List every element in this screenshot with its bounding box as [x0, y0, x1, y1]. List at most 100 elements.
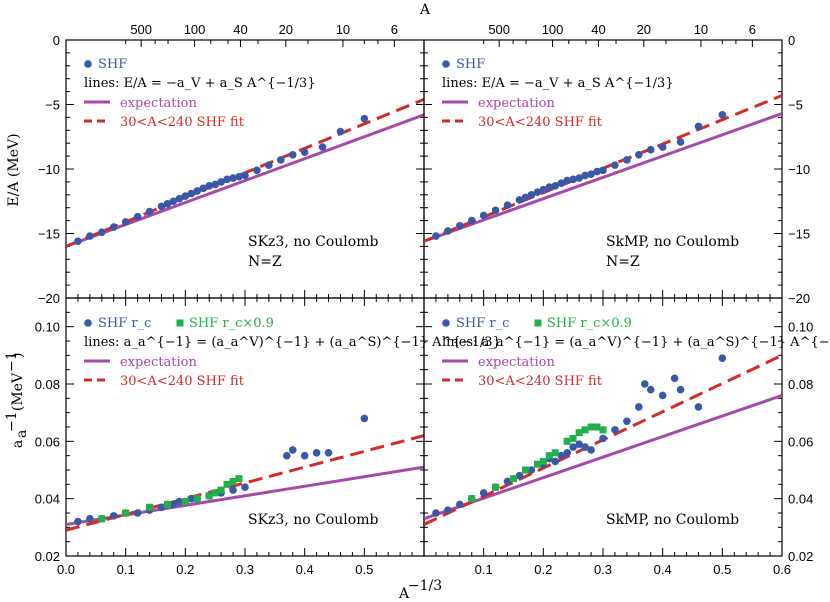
shf-point	[611, 426, 619, 434]
shf-point	[640, 380, 649, 388]
shf-point	[611, 161, 619, 169]
legend: SHF r_c SHF r_c×0.9 lines: a_a^{−1} = (a_a…	[442, 316, 830, 389]
green-square-point	[575, 429, 583, 437]
green-square-point	[533, 460, 541, 468]
shf-point	[563, 176, 571, 185]
top-tick-label: 100	[184, 22, 206, 37]
green-square-point	[563, 437, 571, 445]
shf-point	[557, 179, 566, 187]
legend-label: expectation	[478, 96, 556, 111]
y-tick-label: 0	[788, 33, 795, 48]
panel-annotation: SKz3, no Coulomb N=Z	[248, 234, 378, 270]
shf-point	[282, 451, 291, 460]
shf-point	[193, 187, 202, 195]
shf-point	[181, 192, 190, 200]
plot-area	[424, 353, 782, 526]
svg-text:): )	[10, 353, 26, 358]
shf-point	[515, 196, 524, 204]
legend-label: SHF r_c	[98, 316, 151, 331]
shf-point	[569, 175, 577, 184]
shf-point	[503, 201, 512, 209]
panel-annotation: SkMP, no Coulomb N=Z	[606, 234, 739, 270]
legend-formula: lines: E/A = −a_V + a_S A^{−1/3}	[84, 76, 316, 91]
plot-area	[424, 94, 782, 243]
legend-square-icon	[534, 319, 542, 327]
panel-annotation: SKz3, no Coulomb	[248, 512, 378, 528]
y-tick-label: −15	[788, 227, 810, 242]
shf-point	[670, 374, 679, 383]
shf-point	[300, 148, 309, 157]
annotation-text: SKz3, no Coulomb	[248, 512, 378, 528]
shf-point	[479, 211, 488, 220]
shf-point	[467, 216, 476, 225]
x-tick-label: 0.4	[296, 562, 314, 577]
shf-point	[253, 166, 261, 175]
shf-point	[479, 489, 488, 497]
y-axis-label-top: E/A (MeV)	[6, 133, 22, 206]
legend-label: SHF r_c×0.9	[547, 316, 632, 331]
x-tick-label: 0.4	[654, 562, 672, 577]
shf-point	[581, 443, 589, 451]
x-tick-label: 0.3	[594, 562, 612, 577]
shf-point	[491, 206, 500, 215]
shf-point	[599, 166, 607, 175]
legend: SHF lines: E/A = −a_V + a_S A^{−1/3} expec…	[84, 57, 316, 130]
shf-point	[98, 228, 106, 237]
shf-point	[86, 232, 94, 240]
y-axis-label-bottom: a a −1 (MeV −1 )	[4, 351, 30, 448]
shf-point	[133, 509, 142, 517]
green-square-point	[569, 434, 577, 442]
annotation-text: N=Z	[606, 254, 640, 270]
y-tick-label: −5	[45, 98, 60, 113]
shf-point	[676, 385, 685, 394]
shf-point	[133, 212, 142, 221]
x-tick-label: 0.1	[475, 562, 493, 577]
y-tick-label: −20	[38, 291, 60, 306]
legend-dot-icon	[442, 60, 450, 68]
legend-dot-icon	[442, 319, 450, 327]
x-tick-label: 0.2	[176, 562, 194, 577]
green-square-point	[146, 503, 154, 511]
shf-point	[456, 221, 464, 230]
x-tick-label: 0.1	[117, 562, 135, 577]
green-square-point	[211, 489, 219, 497]
shf-point	[635, 151, 643, 159]
expectation-line	[66, 113, 424, 248]
shf-point	[336, 127, 345, 136]
shf-point	[539, 185, 548, 194]
shf-point	[557, 451, 566, 460]
shf-point	[187, 494, 196, 503]
y-tick-label: 0.08	[788, 377, 813, 392]
x-tick-label: 0.2	[534, 562, 552, 577]
shf-point	[718, 354, 727, 363]
legend-label: expectation	[478, 355, 556, 370]
green-square-point	[229, 477, 237, 485]
shf-point	[169, 197, 178, 206]
green-square-point	[599, 426, 607, 434]
y-tick-label: 0.10	[35, 320, 60, 335]
panel-annotation: SkMP, no Coulomb	[606, 512, 739, 528]
shf-point	[265, 161, 273, 169]
shf-point	[545, 183, 554, 191]
shf-point	[635, 403, 643, 411]
top-tick-label: 10	[336, 22, 350, 37]
shf-point	[581, 171, 589, 180]
shf-point	[521, 193, 530, 202]
shf-point	[163, 200, 172, 208]
panel-bottom-left: 0.02 0.04 0.06 0.08 0.10 0.0 0.1 0.2 0.3 0.4 0.5 SH…	[35, 297, 501, 577]
legend-label: expectation	[120, 96, 198, 111]
shf-point	[575, 440, 583, 449]
shf-point	[312, 449, 321, 457]
x-tick-label: 0.3	[236, 562, 254, 577]
shf-point	[145, 207, 154, 216]
shf-point	[277, 156, 285, 164]
shf-point	[217, 178, 225, 186]
y-tick-label: 0.06	[788, 434, 813, 449]
legend-formula: lines: E/A = −a_V + a_S A^{−1/3}	[442, 76, 674, 91]
shf-point	[211, 180, 219, 189]
legend-label: 30<A<240 SHF fit	[478, 115, 603, 130]
y-tick-label: −20	[788, 291, 810, 306]
shf-point	[157, 503, 166, 512]
shf-point	[587, 446, 595, 454]
